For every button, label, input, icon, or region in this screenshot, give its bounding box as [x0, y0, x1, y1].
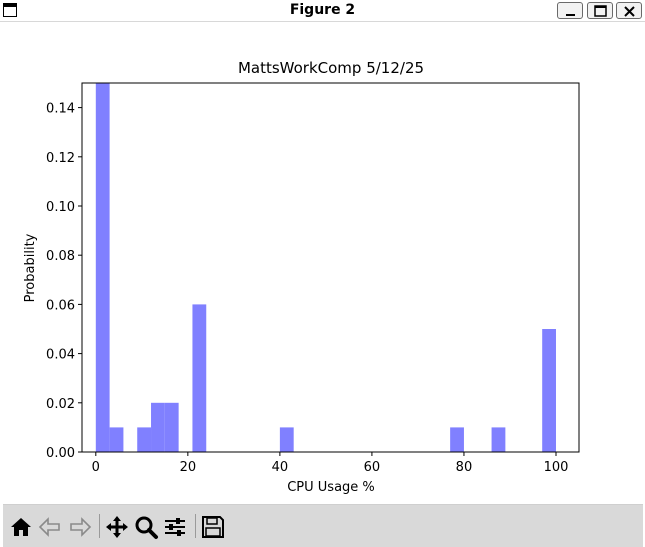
histogram-bar: [109, 427, 124, 452]
histogram-bar: [279, 427, 294, 452]
plot-area: [81, 82, 580, 453]
y-tick-label: 0.02: [46, 397, 75, 412]
y-tick-label: 0.04: [46, 348, 75, 363]
configure-subplots-icon: [165, 518, 185, 536]
histogram-bar: [542, 329, 556, 452]
x-tick-label: 40: [272, 460, 289, 475]
chart-title: MattsWorkComp 5/12/25: [238, 59, 424, 77]
app-icon: [3, 3, 17, 17]
x-axis-label: CPU Usage %: [287, 480, 375, 495]
histogram-bar: [95, 83, 110, 452]
pan-icon: [106, 516, 128, 538]
close-icon: [624, 6, 635, 17]
x-tick-label: 20: [180, 460, 197, 475]
y-tick-label: 0.08: [46, 249, 75, 264]
minimize-button[interactable]: [557, 2, 583, 19]
y-tick-label: 0.06: [46, 298, 75, 313]
histogram-bar: [192, 304, 207, 452]
navigation-toolbar: [3, 504, 643, 547]
y-tick-label: 0.10: [46, 200, 75, 215]
histogram-bar: [450, 427, 464, 452]
x-tick-label: 80: [456, 460, 473, 475]
y-tick-label: 0.14: [46, 102, 75, 117]
y-axis-label: Probability: [23, 233, 38, 302]
histogram-bar: [151, 402, 165, 452]
maximize-icon: [594, 5, 607, 17]
forward-button[interactable]: [67, 514, 93, 540]
histogram-chart: MattsWorkComp 5/12/25 0 20 40 60 80 100 0.000…: [23, 59, 580, 495]
back-button[interactable]: [37, 514, 63, 540]
home-button[interactable]: [8, 514, 34, 540]
home-icon: [11, 518, 31, 536]
y-tick-label: 0.00: [46, 446, 75, 461]
title-bar: Figure 2: [0, 0, 645, 22]
zoom-icon: [135, 516, 158, 539]
forward-arrow-icon: [70, 517, 92, 537]
configure-subplots-button[interactable]: [162, 514, 188, 540]
x-axis-ticks: 0 20 40 60 80 100: [92, 452, 569, 475]
back-arrow-icon: [38, 517, 60, 537]
minimize-icon: [566, 14, 575, 16]
histogram-bar: [164, 402, 179, 452]
toolbar-separator: [99, 514, 100, 538]
window-title: Figure 2: [289, 2, 356, 18]
save-button[interactable]: [200, 514, 226, 540]
toolbar-separator: [195, 514, 196, 538]
zoom-button[interactable]: [133, 514, 159, 540]
maximize-button[interactable]: [587, 2, 613, 19]
y-axis-ticks: 0.00 0.02 0.04 0.06 0.08 0.10 0.12 0.14: [46, 102, 82, 461]
pan-button[interactable]: [104, 514, 130, 540]
y-tick-label: 0.12: [46, 151, 75, 166]
x-tick-label: 0: [92, 460, 100, 475]
x-tick-label: 100: [544, 460, 569, 475]
x-tick-label: 60: [364, 460, 381, 475]
save-icon: [202, 516, 224, 538]
histogram-bar: [137, 427, 152, 452]
figure-canvas[interactable]: MattsWorkComp 5/12/25 0 20 40 60 80 100 0.00 0…: [3, 24, 643, 504]
histogram-bar: [491, 427, 506, 452]
bars-group: [95, 83, 556, 452]
close-button[interactable]: [616, 2, 642, 19]
